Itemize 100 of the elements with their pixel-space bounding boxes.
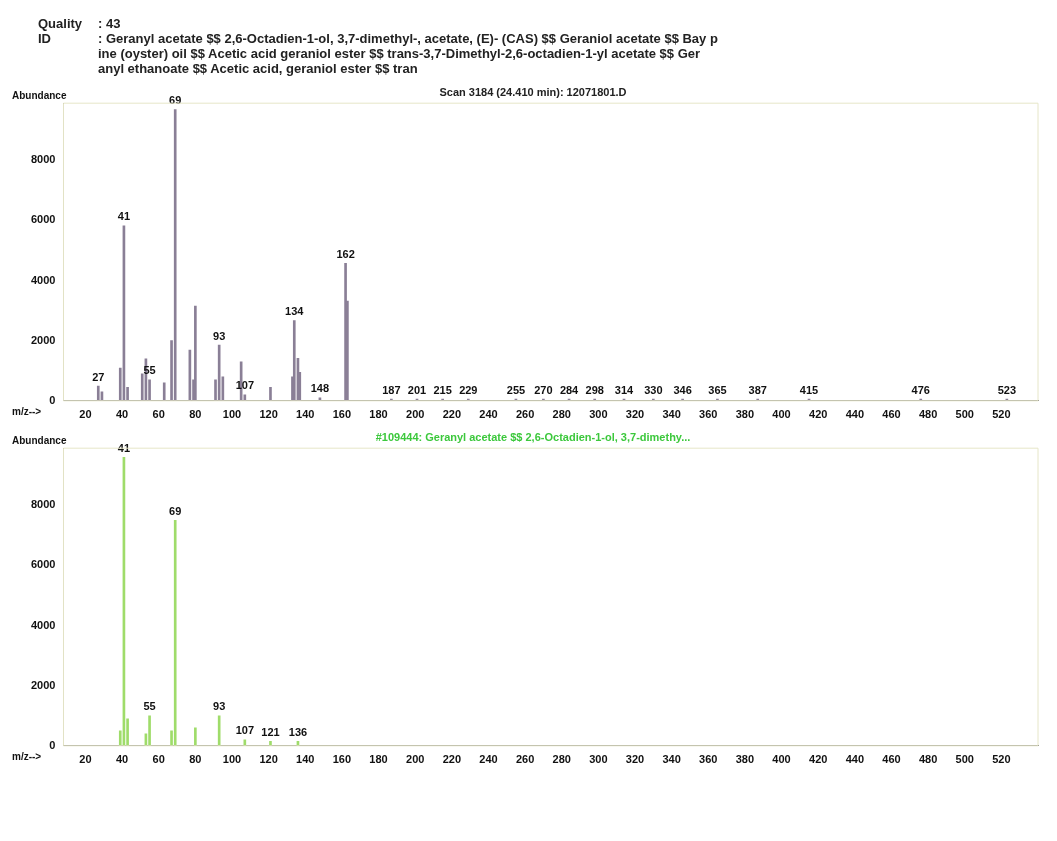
bar [162, 382, 166, 401]
x-tick-label: 40 [115, 753, 129, 766]
x-tick-label: 440 [845, 753, 864, 766]
annotation: 201 [407, 383, 427, 396]
x-tick-label: 120 [259, 408, 278, 421]
annotation: 284 [559, 383, 580, 396]
annotation: 148 [310, 382, 330, 395]
x-tick-label: 480 [918, 753, 938, 766]
annotation: 41 [117, 210, 131, 223]
x-tick-label: 340 [662, 753, 681, 766]
text: anyl ethanoate $$ Acetic acid, geraniol ester $$ tran [98, 61, 419, 76]
x-tick-label: 180 [369, 753, 388, 766]
y-tick-label: 0 [49, 393, 56, 406]
text: Quality [38, 16, 84, 31]
x-tick-label: 520 [992, 408, 1011, 421]
x-tick-label: 240 [479, 753, 498, 766]
bar [243, 739, 247, 746]
y-tick-label: 2000 [30, 678, 56, 691]
x-tick-label: 60 [152, 408, 165, 421]
annotation: 270 [534, 383, 553, 396]
x-tick-label: 380 [735, 753, 755, 766]
x-tick-label: 220 [442, 753, 461, 766]
y-tick-label: 6000 [30, 558, 56, 571]
annotation: 136 [288, 725, 308, 738]
x-tick-label: 440 [845, 408, 864, 421]
annotation: 187 [382, 383, 401, 396]
x-tick-label: 80 [189, 753, 202, 766]
x-tick-label: 80 [189, 408, 202, 421]
annotation: 476 [911, 383, 930, 396]
x-tick-label: 200 [406, 753, 425, 766]
annotation: 215 [433, 383, 452, 396]
x-tick-label: 100 [222, 408, 242, 421]
x-tick-label: 400 [772, 753, 791, 766]
annotation: 298 [585, 383, 604, 396]
annotation: 387 [748, 383, 767, 396]
x-tick-label: 140 [296, 408, 315, 421]
x-tick-label: 300 [589, 753, 608, 766]
x-tick-label: 60 [152, 753, 165, 766]
x-tick-label: 320 [625, 753, 645, 766]
x-tick-label: 260 [515, 408, 535, 421]
x-tick-label: 420 [809, 753, 828, 766]
x-tick-label: 340 [662, 408, 681, 421]
annotation: 107 [235, 724, 254, 737]
y-tick-label: 0 [49, 738, 56, 751]
x-tick-label: 160 [332, 753, 352, 766]
x-tick-label: 380 [735, 408, 755, 421]
y-tick-label: 8000 [30, 153, 56, 166]
x-tick-label: 240 [479, 408, 498, 421]
y-tick-label: 2000 [30, 333, 56, 346]
x-tick-label: 160 [332, 408, 352, 421]
x-tick-label: 20 [79, 753, 92, 766]
bar [269, 740, 272, 746]
x-tick-label: 220 [442, 408, 461, 421]
annotation: 93 [213, 700, 226, 713]
chart-title: Scan 3184 (24.410 min): 12071801.D [439, 85, 627, 98]
chart-title: #109444: Geranyl acetate $$ 2,6-Octadien-1-ol, 3,7-dimethy... [375, 430, 691, 443]
x-tick-label: 280 [552, 753, 571, 766]
text: : Geranyl acetate $$ 2,6-Octadien-1-ol, 3,7-dimethyl-, acetate, (E)- (CAS) $$ Geraniol acetate $$ Bay p [98, 31, 718, 46]
annotation: 55 [143, 364, 156, 377]
bar [292, 320, 296, 401]
annotation: 69 [169, 504, 182, 517]
x-tick-label: 420 [809, 408, 828, 421]
x-tick-label: 520 [992, 753, 1011, 766]
x-tick-label: 100 [222, 753, 242, 766]
annotation: 330 [644, 383, 663, 396]
x-axis-title: m/z--> [12, 405, 42, 417]
y-axis-title: Abundance [12, 434, 67, 446]
x-tick-label: 140 [296, 753, 315, 766]
y-axis-title: Abundance [12, 89, 67, 101]
bar [173, 109, 177, 401]
annotation: 121 [261, 725, 280, 738]
x-tick-label: 40 [115, 408, 129, 421]
bar [173, 520, 177, 746]
bar [148, 715, 151, 746]
x-tick-label: 360 [699, 408, 718, 421]
bar [96, 385, 100, 401]
annotation: 346 [673, 383, 692, 396]
annotation: 69 [169, 94, 182, 107]
bar [194, 305, 197, 401]
x-tick-label: 460 [882, 408, 901, 421]
annotation: 415 [799, 383, 819, 396]
annotation: 365 [708, 383, 727, 396]
annotation: 41 [117, 441, 131, 454]
bar [194, 727, 197, 746]
text: : 43 [98, 16, 122, 31]
x-tick-label: 480 [918, 408, 938, 421]
annotation: 134 [285, 305, 305, 318]
x-tick-label: 500 [955, 753, 974, 766]
bar [217, 715, 221, 746]
x-tick-label: 180 [369, 408, 388, 421]
x-tick-label: 300 [589, 408, 608, 421]
annotation: 107 [235, 379, 254, 392]
x-tick-label: 500 [955, 408, 974, 421]
bar [217, 344, 221, 401]
x-tick-label: 280 [552, 408, 571, 421]
x-tick-label: 200 [406, 408, 425, 421]
annotation: 162 [336, 247, 355, 260]
annotation: 314 [614, 383, 635, 396]
x-tick-label: 120 [259, 753, 278, 766]
annotation: 229 [459, 383, 478, 396]
